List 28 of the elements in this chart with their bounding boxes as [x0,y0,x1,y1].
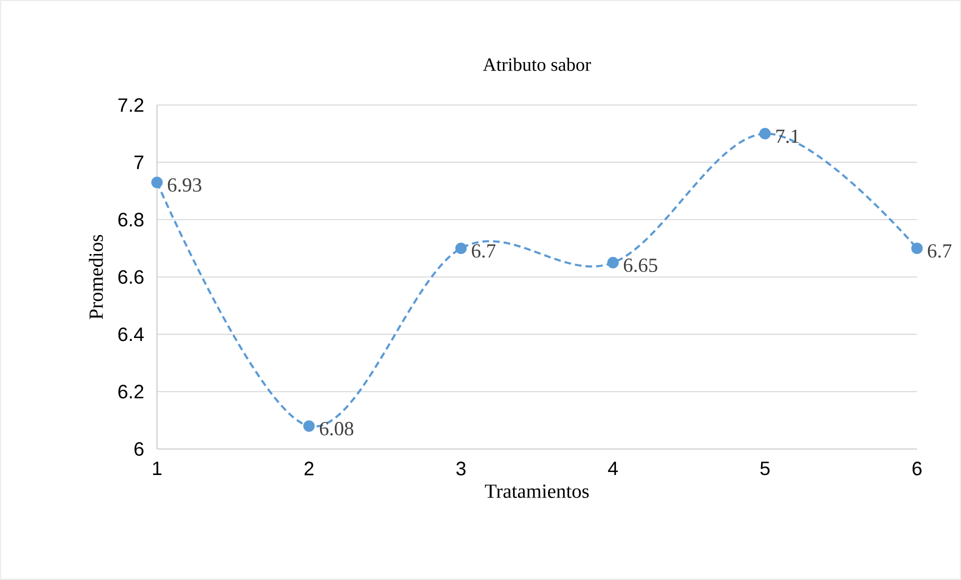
point [303,420,315,432]
x-tick-label: 6 [912,462,922,476]
data-label: 6.93 [168,178,202,192]
x-tick-label: 3 [456,462,466,476]
point [911,242,923,254]
x-tick-label: 4 [608,462,618,475]
point [607,256,619,268]
point [151,176,163,188]
point [759,128,771,140]
data-label: 7.1 [776,130,799,144]
y-tick-label: 6.4 [118,327,144,342]
x-axis-title: Tratamientos [484,484,589,498]
x-tick-label: 5 [760,462,770,476]
y-tick-label: 6.8 [118,212,144,226]
y-axis-title: Promedios [88,234,103,320]
chart-title: Atributo sabor [483,58,592,71]
point [455,242,467,254]
data-label: 6.7 [928,244,952,258]
y-tick-label: 6 [134,442,144,456]
y-tick-label: 7 [134,156,144,169]
y-tick-label: 6.2 [118,384,144,398]
y-tick-label: 6.6 [118,270,144,284]
data-label: 6.08 [320,422,354,436]
data-label: 6.65 [624,258,658,272]
x-tick-label: 2 [304,462,314,476]
y-tick-label: 7.2 [118,98,144,112]
x-tick-label: 1 [153,462,162,475]
data-label: 6.7 [472,244,496,258]
